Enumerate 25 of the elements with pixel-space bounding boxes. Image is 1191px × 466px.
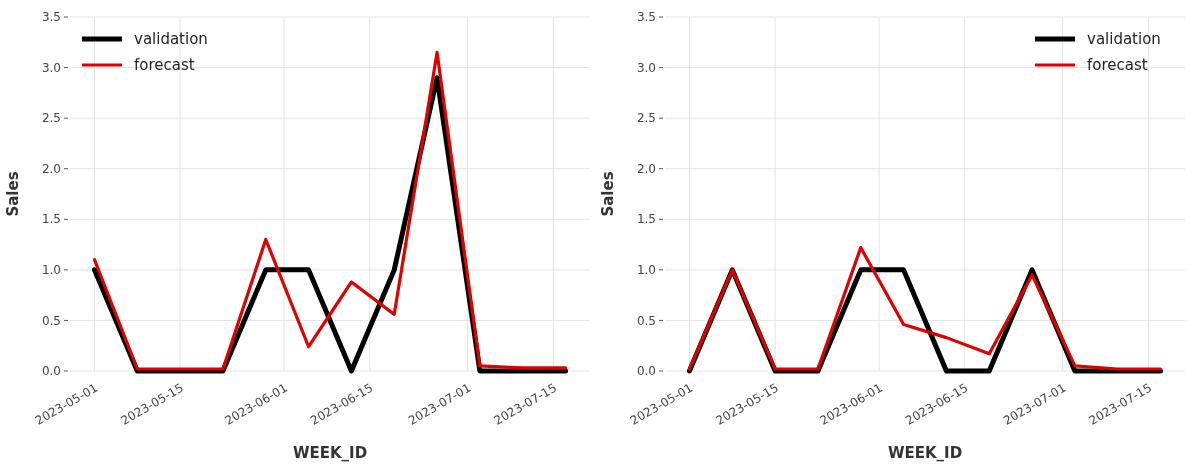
y-tick-label: 3.5 bbox=[41, 10, 61, 25]
y-axis-title: Sales bbox=[4, 171, 22, 217]
y-tick-label: 2.0 bbox=[41, 161, 61, 176]
y-tick-label: 2.5 bbox=[41, 111, 61, 126]
y-tick-label: 1.5 bbox=[41, 212, 61, 227]
y-tick-label: 2.0 bbox=[636, 161, 656, 176]
y-axis-title: Sales bbox=[599, 171, 617, 217]
y-tick-label: 0.0 bbox=[636, 364, 656, 379]
y-tick-label: 1.5 bbox=[636, 212, 656, 227]
line-series bbox=[687, 246, 1163, 371]
x-axis-title: WEEK_ID bbox=[292, 444, 368, 462]
legend-label: forecast bbox=[1087, 56, 1148, 75]
y-tick-label: 1.0 bbox=[41, 263, 61, 278]
y-tick-label: 3.5 bbox=[636, 10, 656, 25]
legend-label: validation bbox=[1087, 30, 1161, 49]
y-tick-label: 1.0 bbox=[636, 263, 656, 278]
y-tick-label: 3.0 bbox=[636, 60, 656, 75]
legend-label: validation bbox=[134, 30, 208, 49]
x-axis-title: WEEK_ID bbox=[887, 444, 963, 462]
y-tick-label: 0.5 bbox=[636, 313, 656, 328]
y-tick-label: 3.0 bbox=[41, 60, 61, 75]
y-tick-label: 0.0 bbox=[41, 364, 61, 379]
y-tick-label: 2.5 bbox=[636, 111, 656, 126]
y-tick-label: 0.5 bbox=[41, 313, 61, 328]
legend-label: forecast bbox=[134, 56, 195, 75]
